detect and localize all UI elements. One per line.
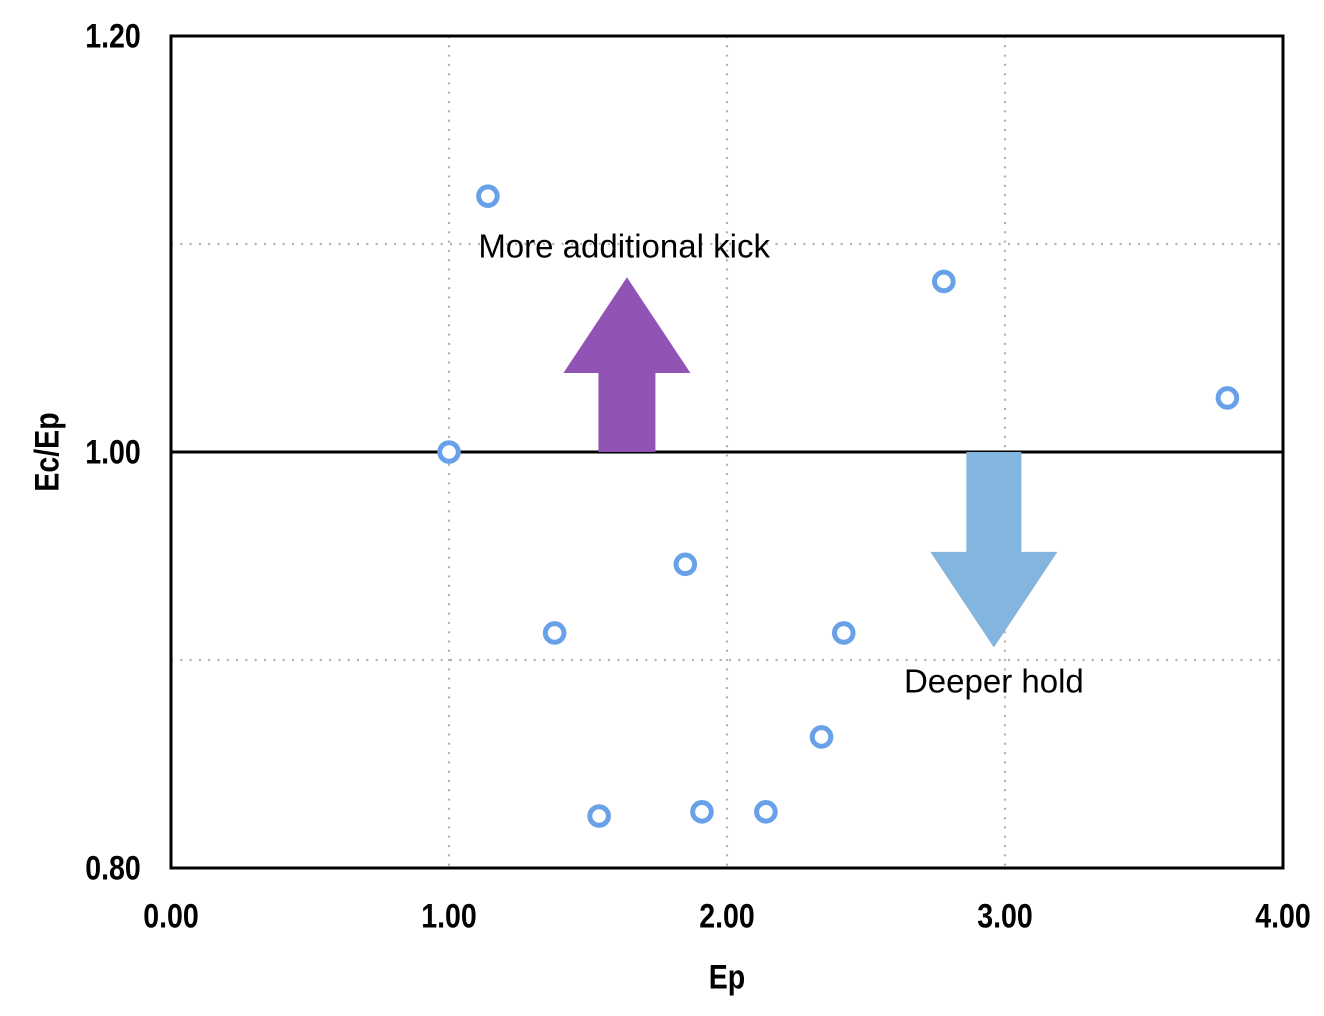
y-tick-label: 1.00 — [85, 433, 141, 471]
x-tick-label: 1.00 — [421, 897, 477, 935]
data-point — [809, 725, 834, 749]
data-point — [476, 184, 500, 208]
data-point — [437, 440, 461, 464]
deeper-hold-label: Deeper hold — [904, 662, 1084, 699]
data-point — [690, 800, 714, 824]
x-tick-label: 2.00 — [699, 897, 755, 935]
data-point — [587, 804, 611, 828]
data-point — [542, 621, 567, 645]
y-tick-label: 0.80 — [85, 849, 141, 887]
data-point — [831, 621, 856, 645]
more-additional-kick-label: More additional kick — [478, 228, 770, 265]
y-tick-label: 1.20 — [85, 17, 141, 55]
x-axis-title: Ep — [709, 958, 745, 996]
y-axis-title: Ec/Ep — [28, 412, 66, 491]
down-arrow — [930, 452, 1058, 648]
x-tick-label: 3.00 — [977, 897, 1033, 935]
x-tick-label: 4.00 — [1255, 897, 1311, 935]
data-point — [754, 800, 778, 824]
data-point — [1215, 386, 1240, 410]
plot-border — [169, 34, 1285, 870]
data-point — [932, 269, 956, 294]
data-point — [673, 552, 698, 577]
up-arrow — [563, 277, 691, 452]
x-tick-label: 0.00 — [143, 897, 199, 935]
